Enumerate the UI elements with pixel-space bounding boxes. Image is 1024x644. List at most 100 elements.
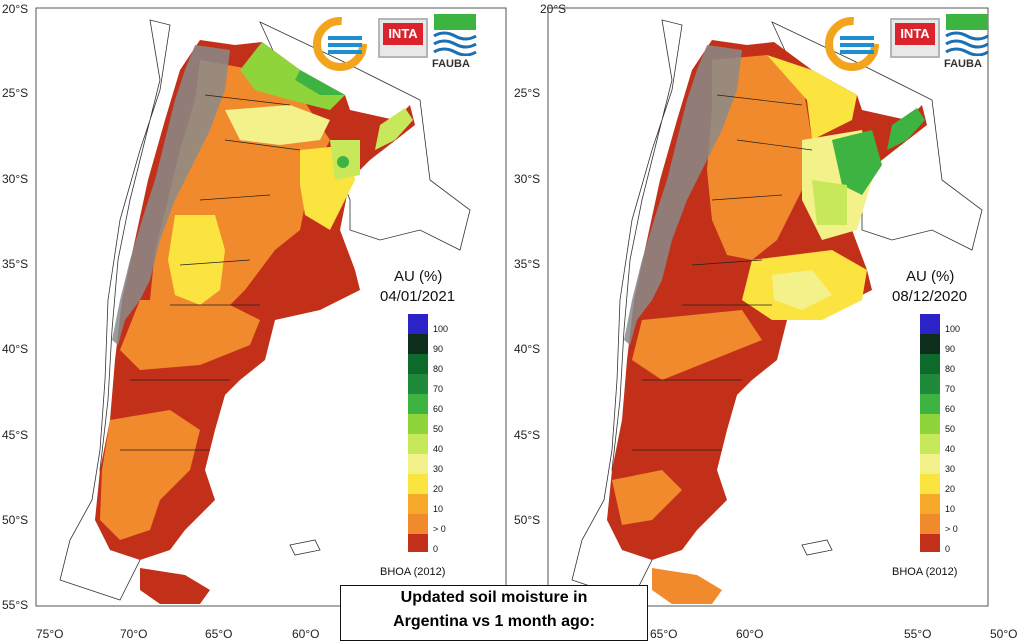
zone-green-misiones bbox=[887, 108, 925, 150]
scale-label: 20 bbox=[945, 484, 956, 494]
inta-logo-text: INTA bbox=[383, 23, 423, 45]
map-date: 08/12/2020 bbox=[892, 288, 968, 305]
inta-logo: INTA bbox=[378, 18, 428, 58]
lat-label: 55°S bbox=[2, 598, 29, 612]
map-panel-right: 20°S 25°S 30°S 35°S 40°S 45°S 50°S 65°O … bbox=[512, 0, 1024, 644]
scale-label: 50 bbox=[433, 424, 444, 434]
fauba-logo-text: FAUBA bbox=[432, 58, 470, 70]
lon-label: 55°O bbox=[904, 627, 932, 641]
zone-orange-central bbox=[632, 310, 762, 380]
zone-green-litoral bbox=[832, 130, 882, 195]
caption-line-1: Updated soil moisture in bbox=[400, 589, 588, 606]
scale-label: 90 bbox=[945, 344, 956, 354]
zone-green-misiones bbox=[375, 108, 413, 150]
scale-label: 60 bbox=[945, 404, 956, 414]
lon-label: 70°O bbox=[120, 627, 148, 641]
zone-green-spot bbox=[337, 156, 349, 168]
zone-yellow-north bbox=[225, 105, 330, 145]
andes-mountains bbox=[112, 45, 230, 345]
lat-label: 40°S bbox=[2, 342, 29, 356]
scale-label: > 0 bbox=[433, 524, 446, 534]
caption-box: Updated soil moisture in Argentina vs 1 … bbox=[340, 585, 648, 641]
scale-label: 0 bbox=[945, 544, 951, 554]
institute-logo bbox=[313, 17, 367, 71]
au-label: AU (%) bbox=[906, 268, 955, 285]
scale-label: 60 bbox=[433, 404, 444, 414]
scale-label: 100 bbox=[433, 324, 449, 334]
zone-lightyellow-pampa bbox=[772, 270, 832, 310]
lat-label: 30°S bbox=[2, 172, 29, 186]
soil-moisture-map-right bbox=[547, 7, 989, 607]
lon-label: 60°O bbox=[736, 627, 764, 641]
inta-logo: INTA bbox=[890, 18, 940, 58]
lon-label: 75°O bbox=[36, 627, 64, 641]
zone-lightgreen-litoral bbox=[812, 180, 847, 225]
color-scale bbox=[920, 314, 940, 552]
lon-label: 50°O bbox=[990, 627, 1018, 641]
institute-logo bbox=[825, 17, 879, 71]
scale-label: 70 bbox=[945, 384, 956, 394]
lat-label: 30°S bbox=[514, 172, 541, 186]
scale-label: 10 bbox=[433, 504, 444, 514]
scale-label: > 0 bbox=[945, 524, 958, 534]
scale-label: 30 bbox=[945, 464, 956, 474]
andes-mountains bbox=[624, 45, 742, 345]
map-panel-left: 20°S 25°S 30°S 35°S 40°S 45°S 50°S 55°S … bbox=[2, 2, 507, 641]
province-borders bbox=[632, 94, 813, 451]
lon-label: 65°O bbox=[650, 627, 678, 641]
lat-label: 45°S bbox=[514, 428, 541, 442]
inta-logo-text: INTA bbox=[895, 23, 935, 45]
lat-label: 25°S bbox=[514, 86, 541, 100]
lat-label: 20°S bbox=[540, 2, 567, 16]
logos: INTA FAUBA bbox=[824, 12, 994, 74]
au-label: AU (%) bbox=[394, 268, 443, 285]
lat-label: 35°S bbox=[2, 257, 29, 271]
province-borders bbox=[120, 94, 301, 451]
tierra-del-fuego bbox=[652, 568, 722, 604]
tierra-del-fuego bbox=[140, 568, 210, 604]
scale-label: 80 bbox=[945, 364, 956, 374]
zone-orange-south bbox=[612, 470, 682, 525]
fauba-logo bbox=[433, 14, 477, 56]
lat-label: 25°S bbox=[2, 86, 29, 100]
lon-label: 65°O bbox=[205, 627, 233, 641]
fauba-logo-text: FAUBA bbox=[944, 58, 982, 70]
lat-label: 50°S bbox=[514, 513, 541, 527]
fauba-logo bbox=[945, 14, 989, 56]
scale-label: 20 bbox=[433, 484, 444, 494]
scale-label: 10 bbox=[945, 504, 956, 514]
lon-label: 60°O bbox=[292, 627, 320, 641]
scale-label: 90 bbox=[433, 344, 444, 354]
falklands-outline bbox=[801, 539, 833, 556]
color-scale-bar bbox=[408, 314, 428, 552]
zone-darkgreen-north bbox=[295, 70, 345, 95]
zone-yellow-north bbox=[767, 55, 857, 140]
lat-label: 50°S bbox=[2, 513, 29, 527]
lat-label: 20°S bbox=[2, 2, 29, 16]
zone-orange-south bbox=[100, 410, 200, 540]
scale-label: 40 bbox=[945, 444, 956, 454]
scale-label: 0 bbox=[433, 544, 439, 554]
lat-label: 35°S bbox=[514, 257, 541, 271]
zone-yellow-cuyo bbox=[168, 215, 225, 305]
scale-label: 80 bbox=[433, 364, 444, 374]
logos: INTA FAUBA bbox=[312, 12, 482, 74]
lat-label: 40°S bbox=[514, 342, 541, 356]
chile-outline bbox=[59, 19, 171, 601]
map-date: 04/01/2021 bbox=[380, 288, 456, 305]
lat-label: 45°S bbox=[2, 428, 29, 442]
soil-moisture-map-left bbox=[35, 7, 507, 607]
color-scale-bar bbox=[920, 314, 940, 552]
scale-label: 40 bbox=[433, 444, 444, 454]
source-label: BHOA (2012) bbox=[380, 566, 446, 578]
zone-orange-central bbox=[120, 300, 260, 370]
source-label: BHOA (2012) bbox=[892, 566, 958, 578]
scale-label: 30 bbox=[433, 464, 444, 474]
scale-label: 50 bbox=[945, 424, 956, 434]
scale-label: 70 bbox=[433, 384, 444, 394]
falklands-outline bbox=[289, 539, 321, 556]
caption-line-2: Argentina vs 1 month ago: bbox=[393, 613, 595, 630]
scale-label: 100 bbox=[945, 324, 961, 334]
color-scale bbox=[408, 314, 428, 552]
zone-orange-north bbox=[707, 55, 812, 260]
